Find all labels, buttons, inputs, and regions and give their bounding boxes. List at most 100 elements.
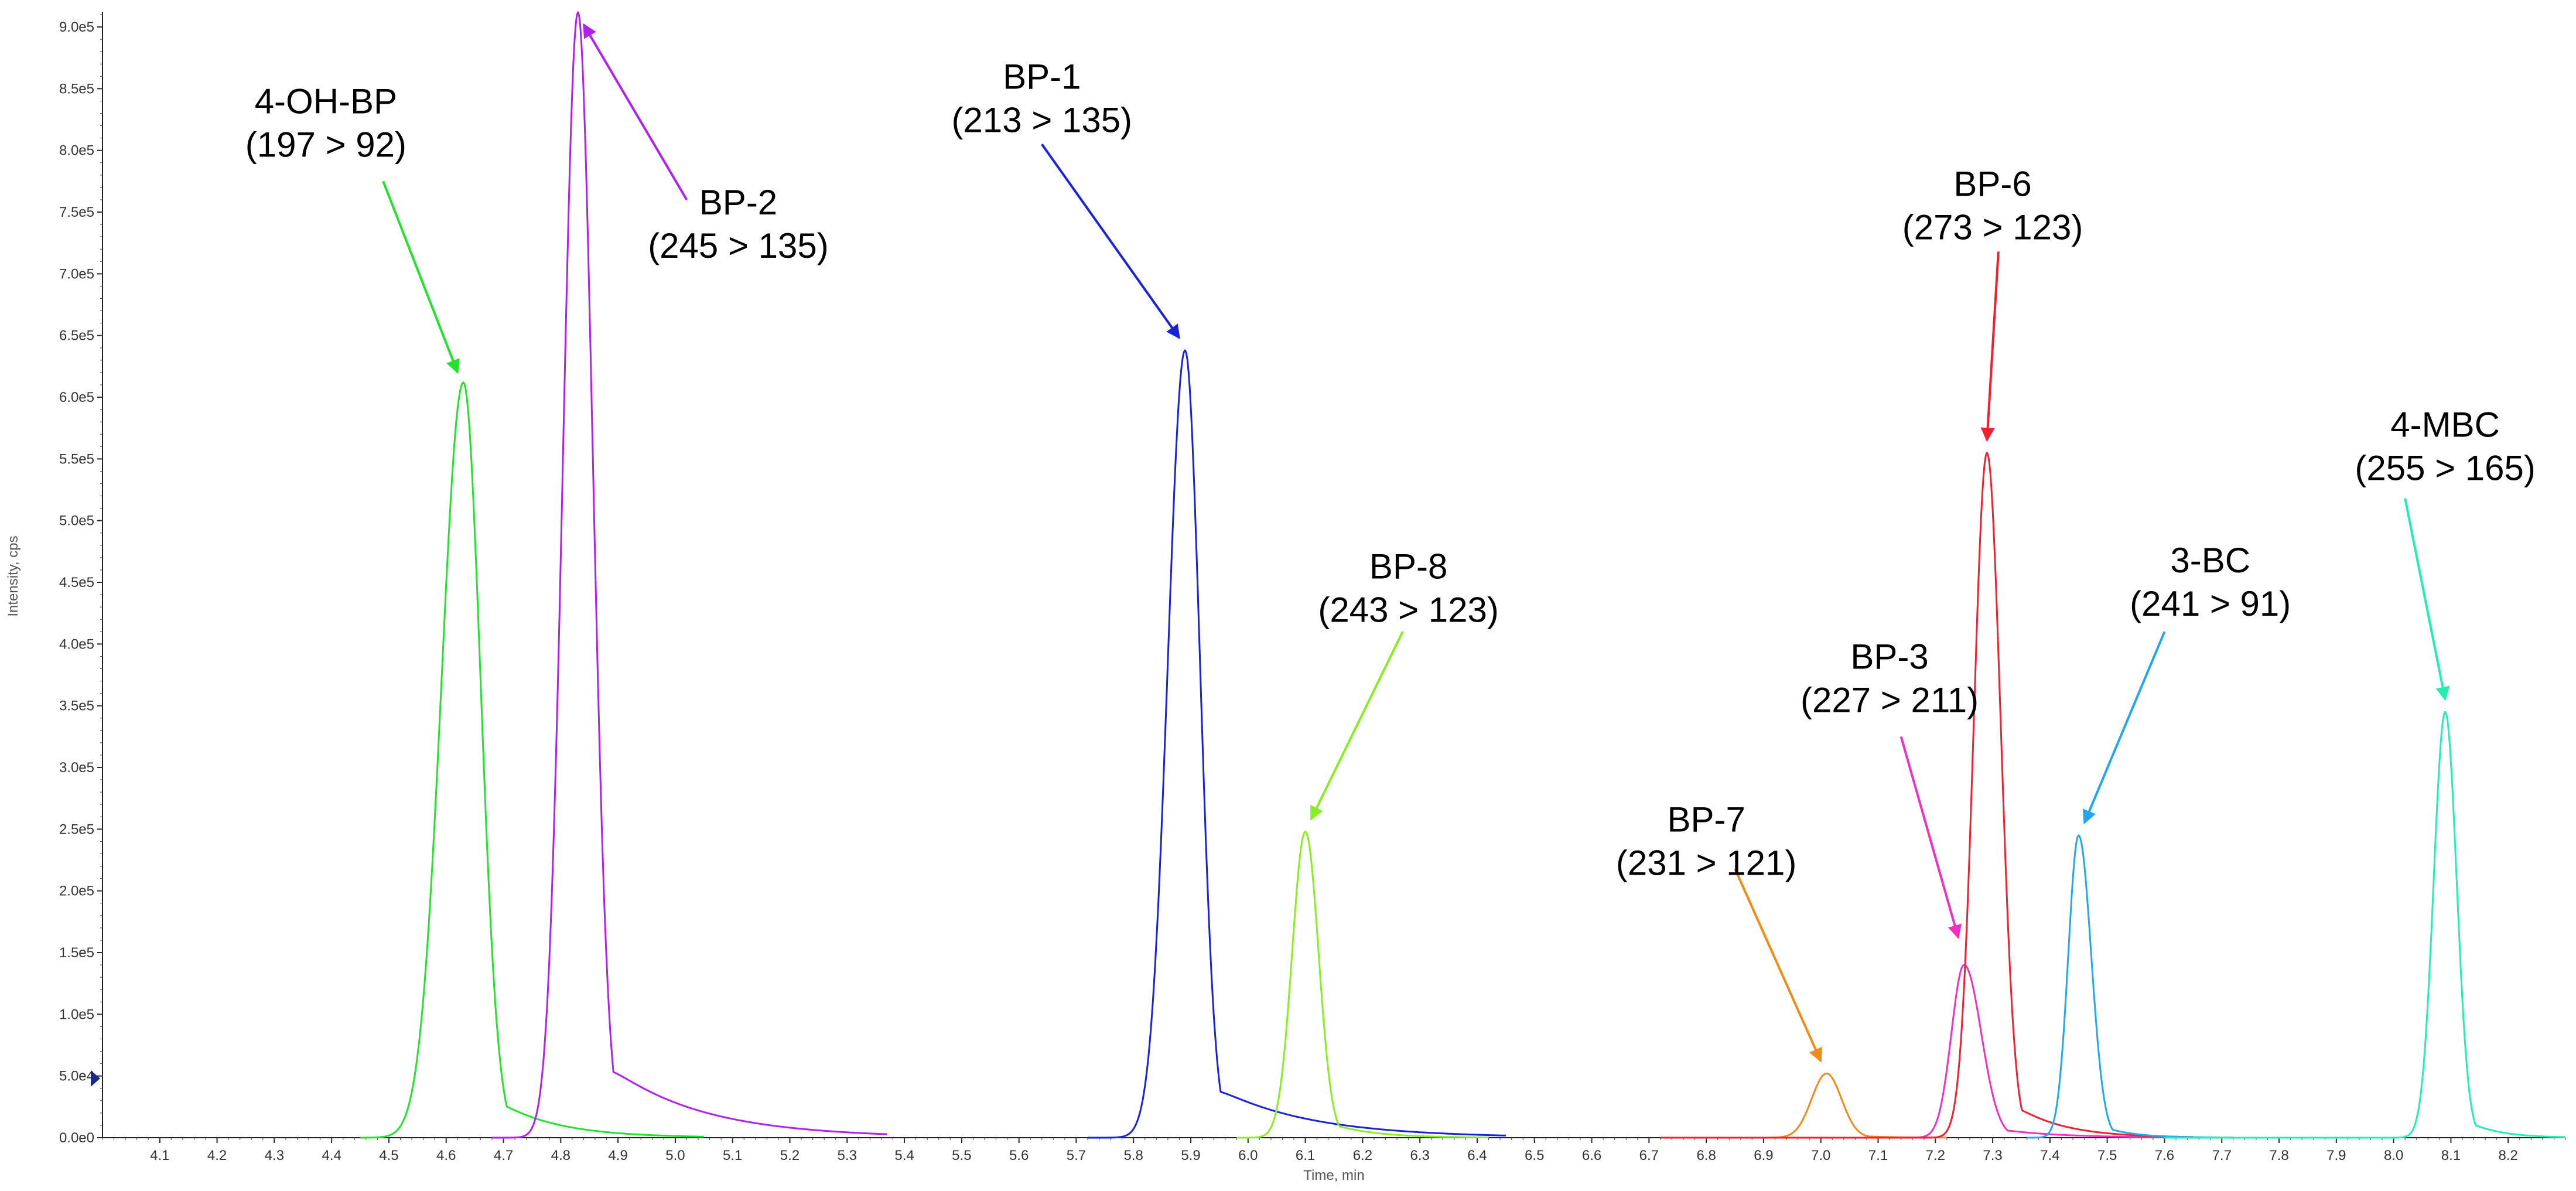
peak-annotations: 4-OH-BP (197 > 92) BP-2 (245 > 135) BP-1 (213… — [245, 23, 2536, 1063]
x-tick-label: 7.3 — [1983, 1148, 2002, 1163]
x-tick-label: 6.6 — [1582, 1148, 1601, 1163]
series-trace-bp-7 — [1735, 1073, 1947, 1139]
x-tick-label: 5.6 — [1009, 1148, 1029, 1163]
y-tick-label: 0.0e0 — [59, 1130, 94, 1146]
annotation-arrow-bp-8 — [1310, 631, 1404, 821]
peak-transition-3-bc: (241 > 91) — [2130, 584, 2291, 623]
x-tick-label: 5.7 — [1067, 1148, 1086, 1163]
peak-transition-bp-7: (231 > 121) — [1616, 843, 1797, 882]
x-tick-label: 6.5 — [1525, 1148, 1544, 1163]
y-tick-label: 3.5e5 — [59, 698, 94, 714]
y-tick-label: 1.0e5 — [59, 1006, 94, 1022]
peak-transition-bp-6: (273 > 123) — [1902, 208, 2083, 247]
y-tick-label: 4.0e5 — [59, 636, 94, 652]
peak-label-4-mbc: 4-MBC — [2390, 405, 2500, 444]
x-tick-label: 4.3 — [265, 1148, 284, 1163]
series-trace-4-oh-bp — [360, 381, 704, 1139]
y-tick-label: 3.0e5 — [59, 760, 94, 776]
peak-label-4-oh-bp: 4-OH-BP — [255, 81, 397, 121]
annotation-arrow-bp-2 — [582, 23, 688, 201]
y-tick-label: 8.0e5 — [59, 143, 94, 159]
x-tick-label: 6.9 — [1754, 1148, 1773, 1163]
x-tick-label: 7.6 — [2155, 1148, 2174, 1163]
peak-label-bp-2: BP-2 — [699, 183, 777, 222]
x-tick-label: 5.3 — [838, 1148, 857, 1163]
x-tick-label: 5.2 — [780, 1148, 800, 1163]
annotation-arrow-bp-3 — [1899, 736, 1962, 940]
x-tick-label: 6.8 — [1696, 1148, 1716, 1163]
x-tick-label: 4.8 — [551, 1148, 570, 1163]
x-tick-label: 7.9 — [2326, 1148, 2346, 1163]
x-tick-label: 5.5 — [952, 1148, 971, 1163]
y-tick-label: 5.0e4 — [59, 1069, 94, 1084]
annotation-arrow-bp-7 — [1734, 868, 1822, 1063]
annotation-arrow-bp-6 — [1980, 251, 2000, 442]
series-trace-bp-8 — [1236, 831, 1489, 1139]
x-tick-label: 5.4 — [894, 1148, 914, 1163]
peak-transition-4-mbc: (255 > 165) — [2355, 448, 2536, 487]
x-tick-label: 4.7 — [494, 1148, 513, 1163]
annotation-arrow-bp-1 — [1041, 144, 1181, 339]
x-tick-label: 7.8 — [2269, 1148, 2288, 1163]
y-tick-label: 5.0e5 — [59, 513, 94, 529]
x-tick-label: 8.2 — [2499, 1148, 2518, 1163]
peak-label-bp-3: BP-3 — [1850, 637, 1928, 676]
x-tick-label: 6.1 — [1296, 1148, 1315, 1163]
x-tick-label: 4.2 — [207, 1148, 227, 1163]
x-tick-label: 6.2 — [1353, 1148, 1372, 1163]
y-tick-label: 8.5e5 — [59, 81, 94, 97]
peak-label-bp-6: BP-6 — [1953, 165, 2031, 204]
series-trace-bp-1 — [1088, 349, 1506, 1139]
series-trace-3-bc — [2027, 834, 2233, 1139]
x-tick-label: 6.4 — [1467, 1148, 1487, 1163]
x-tick-label: 4.5 — [379, 1148, 398, 1163]
x-tick-label: 5.8 — [1124, 1148, 1143, 1163]
y-tick-label: 9.0e5 — [59, 19, 94, 35]
x-tick-label: 5.0 — [665, 1148, 685, 1163]
series-trace-bp-2 — [492, 11, 887, 1139]
peak-label-bp-7: BP-7 — [1667, 800, 1745, 839]
annotation-arrow-3-bc — [2082, 631, 2166, 825]
x-tick-label: 7.2 — [1926, 1148, 1945, 1163]
peak-label-bp-1: BP-1 — [1003, 57, 1081, 96]
y-tick-label: 4.5e5 — [59, 575, 94, 591]
peak-transition-bp-8: (243 > 123) — [1318, 591, 1499, 630]
peak-label-bp-8: BP-8 — [1369, 547, 1447, 586]
series-traces — [360, 11, 2565, 1139]
x-tick-label: 7.0 — [1811, 1148, 1830, 1163]
x-axis-title: Time, min — [1303, 1168, 1364, 1183]
peak-label-3-bc: 3-BC — [2170, 541, 2250, 580]
x-tick-label: 6.7 — [1639, 1148, 1659, 1163]
x-tick-label: 4.9 — [608, 1148, 627, 1163]
x-tick-label: 5.1 — [723, 1148, 742, 1163]
y-tick-label: 1.5e5 — [59, 945, 94, 961]
annotation-arrow-4-mbc — [2404, 498, 2450, 701]
y-tick-label: 6.0e5 — [59, 390, 94, 405]
x-tick-label: 4.1 — [150, 1148, 169, 1163]
peak-transition-4-oh-bp: (197 > 92) — [245, 125, 406, 164]
peak-transition-bp-2: (245 > 135) — [648, 226, 829, 265]
x-tick-label: 4.4 — [322, 1148, 341, 1163]
y-tick-label: 6.5e5 — [59, 328, 94, 344]
x-tick-label: 4.6 — [436, 1148, 456, 1163]
series-trace-4-mbc — [2164, 711, 2565, 1139]
y-axis-title: Intensity, cps — [5, 535, 21, 616]
x-tick-label: 7.1 — [1868, 1148, 1888, 1163]
series-trace-bp-6 — [1660, 452, 2194, 1139]
y-tick-label: 5.5e5 — [59, 451, 94, 467]
x-tick-label: 6.0 — [1238, 1148, 1258, 1163]
y-tick-label: 7.5e5 — [59, 204, 94, 220]
peak-transition-bp-1: (213 > 135) — [951, 100, 1132, 139]
y-axis-marker-icon — [91, 1070, 100, 1087]
x-tick-label: 7.4 — [2040, 1148, 2059, 1163]
x-tick-label: 7.7 — [2212, 1148, 2232, 1163]
x-tick-label: 5.9 — [1181, 1148, 1200, 1163]
y-tick-label: 7.0e5 — [59, 266, 94, 282]
y-tick-label: 2.0e5 — [59, 883, 94, 899]
x-tick-label: 8.1 — [2441, 1148, 2461, 1163]
series-trace-bp-3 — [1878, 964, 2182, 1139]
peak-transition-bp-3: (227 > 211) — [1801, 680, 1979, 719]
x-tick-label: 7.5 — [2097, 1148, 2117, 1163]
